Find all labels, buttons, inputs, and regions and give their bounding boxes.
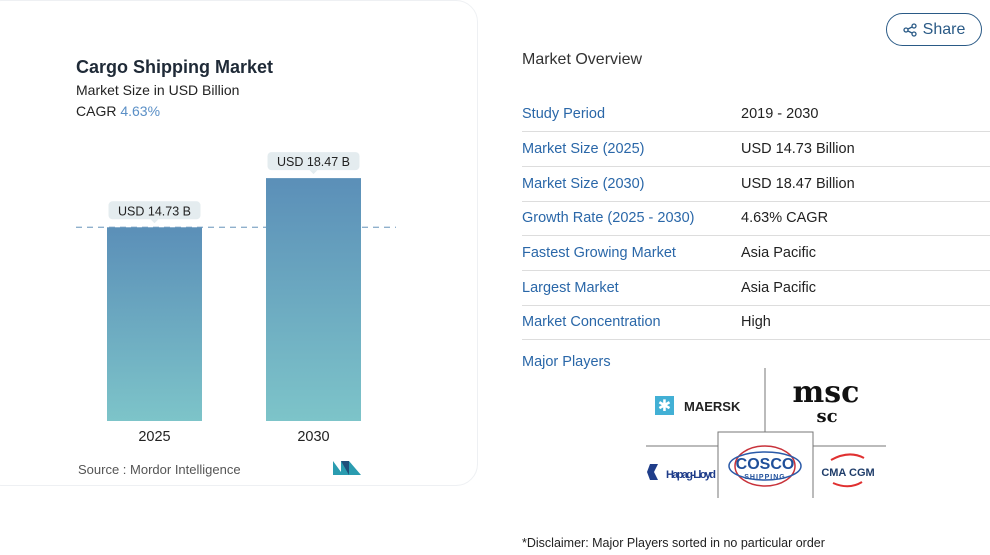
row-value: Asia Pacific (741, 270, 990, 306)
row-key: Market Size (2025) (522, 131, 741, 167)
data-label-bg (108, 201, 201, 220)
disclaimer: *Disclaimer: Major Players sorted in no … (522, 536, 825, 550)
overview-row: Growth Rate (2025 - 2030) 4.63% CAGR (522, 201, 990, 237)
major-players-label: Major Players (522, 354, 611, 370)
data-label: USD 18.47 B (277, 155, 350, 169)
bar-chart: USD 14.73 B 2025 USD 18.47 B 2030 (76, 152, 396, 445)
overview-row: Fastest Growing Market Asia Pacific (522, 235, 990, 271)
cma-cgm-logo: CMA CGM (821, 453, 875, 488)
row-value: 4.63% CAGR (741, 201, 990, 237)
chart-subtitle: Market Size in USD Billion (76, 82, 240, 98)
hapag-lloyd-logo: Hapag-Lloyd (647, 464, 716, 481)
overview-row: Market Concentration High (522, 305, 990, 341)
overview-row: Market Size (2025) USD 14.73 Billion (522, 131, 990, 167)
row-key: Market Size (2030) (522, 166, 741, 202)
market-size-card (0, 0, 478, 486)
row-value: Asia Pacific (741, 235, 990, 271)
chart-title: Cargo Shipping Market (76, 57, 274, 77)
major-players-logos: ✱ MAERSK msc sc Hapag-Lloyd COSCOSHIPPING… (646, 368, 886, 498)
bar-2030 (266, 178, 361, 421)
row-key: Growth Rate (2025 - 2030) (522, 201, 741, 237)
overview-row: Study Period 2019 - 2030 (522, 97, 990, 133)
svg-text:✱: ✱ (658, 398, 671, 415)
svg-text:COSCO: COSCO (736, 456, 795, 473)
source-text: Source : Mordor Intelligence (78, 462, 241, 477)
row-value: High (741, 305, 990, 341)
overview-row: Largest Market Asia Pacific (522, 270, 990, 306)
row-value: USD 14.73 Billion (741, 131, 990, 167)
cagr-label: CAGR 4.63% (76, 103, 160, 119)
cagr-value: 4.63% (120, 103, 161, 119)
cagr-text: CAGR (76, 103, 117, 119)
row-key: Market Concentration (522, 305, 741, 341)
svg-text:SHIPPING: SHIPPING (744, 474, 785, 481)
share-button[interactable]: Share (886, 13, 982, 46)
x-tick-label: 2030 (297, 429, 329, 445)
overview-row: Market Size (2030) USD 18.47 Billion (522, 166, 990, 202)
row-key: Study Period (522, 97, 741, 133)
row-key: Fastest Growing Market (522, 235, 741, 271)
mordor-logo-icon (333, 461, 361, 475)
data-label: USD 14.73 B (118, 204, 191, 218)
data-label-bg (267, 152, 360, 171)
maersk-logo: ✱ MAERSK (655, 396, 741, 415)
x-tick-label: 2025 (138, 429, 170, 445)
bar-2025 (107, 227, 202, 421)
data-label-pointer (150, 219, 159, 224)
row-value: 2019 - 2030 (741, 97, 990, 133)
svg-text:CMA CGM: CMA CGM (821, 467, 874, 479)
overview-table: Study Period 2019 - 2030 Market Size (2025… (522, 97, 990, 341)
row-key: Largest Market (522, 270, 741, 306)
share-label: Share (922, 20, 966, 38)
row-value: USD 18.47 Billion (741, 166, 990, 202)
svg-text:sc: sc (816, 406, 837, 427)
svg-text:MAERSK: MAERSK (684, 399, 741, 414)
overview-title: Market Overview (522, 51, 643, 68)
share-icon (902, 22, 917, 37)
msc-logo: msc (793, 375, 860, 410)
svg-text:Hapag-Lloyd: Hapag-Lloyd (666, 469, 716, 481)
data-label-pointer (309, 170, 318, 175)
